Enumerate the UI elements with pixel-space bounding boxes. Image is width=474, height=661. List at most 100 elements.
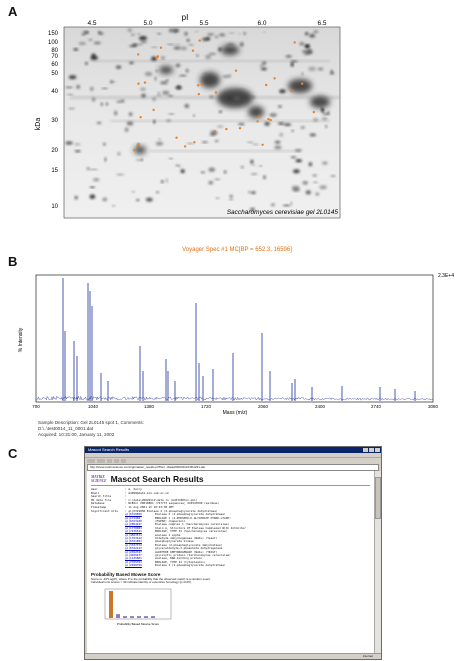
noise-trace [35,395,433,401]
info-label: Email [91,490,100,495]
gel-spot [134,146,146,154]
gel-spot [73,48,79,51]
spot-marker [137,143,140,146]
gel-spot [169,157,173,160]
hit-description: Chain A, Structure Of Enolase Complexed … [155,526,246,530]
gel-spot [178,165,181,168]
hit-accession-link[interactable]: gi|7705351 [125,560,142,564]
hit-description: ENOLASE, TYPE II (Cytoplasmic) [155,560,206,564]
kda-tick: 40 [51,89,58,95]
gel-spot [278,122,284,125]
histogram-bar [137,616,141,619]
refresh-button[interactable] [114,459,119,463]
hit-accession-link[interactable]: gi|1145801 [125,557,142,561]
score-text-line: Score is -10*Log(P), where P is the prob… [91,576,211,581]
spot-marker [152,108,155,112]
gel-spot [271,203,275,206]
kda-tick: 20 [51,148,58,154]
mass-ticks: 700 1040 1380 1720 2060 2400 2740 3080 [32,404,438,409]
gel-spot [110,80,114,84]
hit-accession-link[interactable]: gi|1778083 [125,526,142,530]
gel-spot [84,31,89,34]
gel-spot [229,194,233,199]
hit-row: gi|2392327 ALDEHYDE DEHYDROGENASE (NAD+) … [125,551,370,554]
home-button[interactable] [121,459,126,463]
histogram-bar [144,616,148,619]
hit-row: gi|2894247 Enolase complex 1 (Saccharomyc… [125,523,370,526]
gel-spot [300,126,305,129]
gel-spot [168,113,175,115]
gel-spot [140,87,146,91]
spectrum-footer: D:\..\test0014_11_0001.dat Acquired: 10:… [38,426,114,438]
spot-marker [261,143,264,146]
title-bar[interactable]: Mascot Search Results [85,447,381,453]
gel-spot [250,173,258,175]
spot-marker [273,77,276,80]
scroll-thumb[interactable] [375,477,381,519]
gel-spot [166,43,175,46]
hit-accession-link[interactable]: gi|6323180 [125,519,142,523]
hit-row: gi|6323180 (HSP60) chaperonin [125,520,370,523]
pi-tick: 6.0 [257,20,266,27]
forward-button[interactable] [97,459,105,463]
gel-spot [229,32,235,34]
pi-tick: 6.5 [317,20,326,27]
gel-spot [186,39,190,42]
gel-spot [292,169,300,174]
hit-accession-link[interactable]: gi|6319856 [125,513,142,517]
gel-spot [283,123,292,126]
gel-spot [269,113,277,117]
scrollbar[interactable] [374,471,381,653]
gel-spot [290,60,298,63]
spot-marker [214,91,218,94]
gel-spot [103,142,106,146]
mass-axis-label: Mass (m/z) [223,410,248,416]
hit-accession-link[interactable]: gi|7436521 [125,530,142,534]
hit-accession-link[interactable]: gi|171446 [125,516,141,520]
hit-accession-link[interactable]: gi|4503571 [125,533,142,537]
spot-marker [133,149,136,152]
gel-spot [201,141,208,144]
gel-spot [74,143,81,146]
hit-accession-link[interactable]: gi|2894247 [125,523,142,527]
gel-spot [215,197,220,199]
gel-spot [313,118,319,122]
gel-spot [313,30,318,33]
hit-description: glycolytic protein (Saccharomyces cerevi… [155,554,231,558]
hit-accession-link[interactable]: gi|2498356 [125,564,142,568]
spot-marker [234,69,238,72]
page-header: MATRIX SCIENCE Mascot Search Results [87,471,374,485]
hit-accession-link[interactable]: gi|6322123 [125,547,142,551]
close-icon[interactable] [375,448,380,452]
gel-spot [309,33,316,38]
gel-spot [132,43,138,47]
gel-spot [320,107,324,112]
gel-spot [193,114,195,117]
address-bar[interactable]: http://www.matrixscience.com/cgi/master_… [87,464,379,471]
spot-marker [198,39,201,42]
gel-spot [228,96,232,100]
hit-accession-link[interactable]: gi|2392327 [125,550,142,554]
gel-spot [124,127,129,132]
hit-accession-link[interactable]: gi|4929437 [125,554,142,558]
gel-spot [309,133,317,137]
mass-tick: 3080 [428,404,439,409]
minimize-icon[interactable] [363,448,368,452]
gel-spot [243,32,246,35]
gel-spot [305,190,311,195]
hit-accession-link[interactable]: gi|3337372 [125,543,142,547]
gel-spot [313,181,318,184]
gel-spot [161,56,165,60]
hit-accession-link[interactable]: gi|1703442 [125,537,142,540]
maximize-icon[interactable] [369,448,374,452]
back-button[interactable] [87,459,95,463]
hit-description: Aldehyde dehydrogenase (NAD+) (Yeast) [155,537,218,540]
gel-spot [104,157,107,162]
hit-accession-link[interactable]: gi|6321891 [125,540,142,544]
mass-tick: 1380 [144,404,155,409]
toolbar [85,458,381,464]
hit-description: Enolase 3 (2-phosphoglycerate dehydratas… [155,564,226,568]
gel-spot [155,141,164,146]
stop-button[interactable] [107,459,112,463]
spot-marker [183,145,187,148]
